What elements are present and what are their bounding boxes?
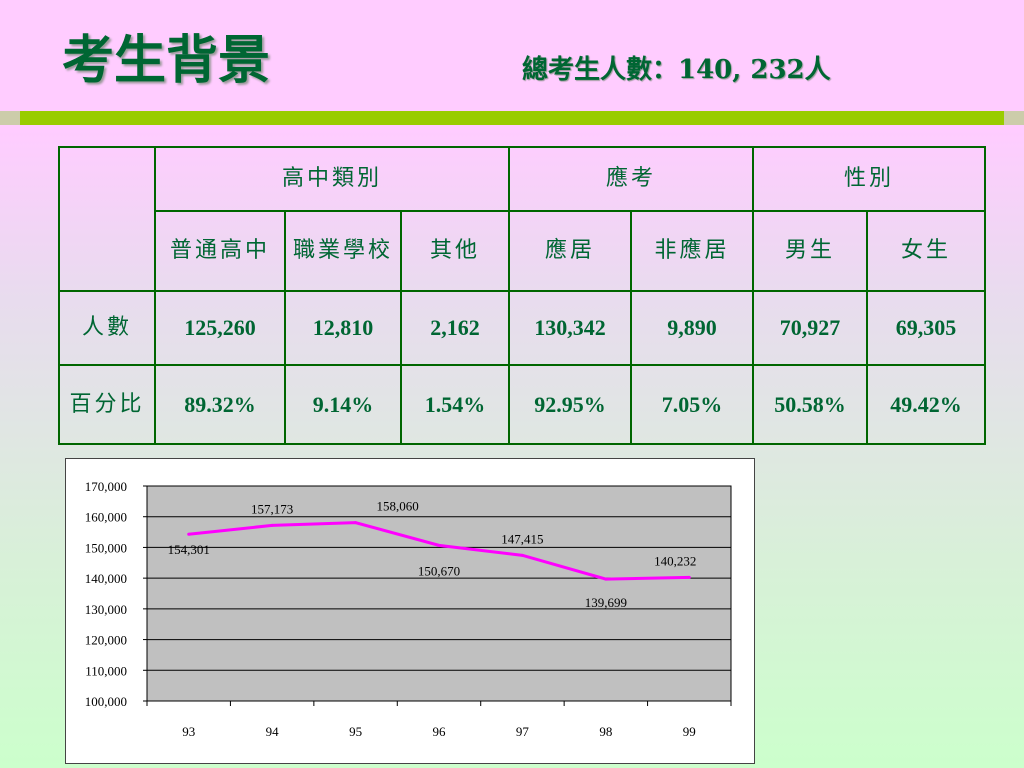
chart-container: 100,000 110,000 120,000 130,000 140,000 150,0… [65, 458, 755, 764]
subheader-cell: 男生 [752, 210, 869, 292]
x-tick-label: 99 [683, 724, 696, 739]
data-point [270, 523, 274, 527]
table-cell: 2,162 [399, 290, 511, 366]
data-point [520, 553, 524, 557]
data-point [604, 577, 608, 581]
table-cell: 12,810 [284, 290, 402, 366]
data-label: 157,173 [251, 501, 293, 516]
data-point [437, 543, 441, 547]
data-label: 158,060 [376, 499, 418, 514]
corner-cell [58, 146, 156, 292]
data-label: 147,415 [501, 531, 543, 546]
data-point [354, 521, 358, 525]
x-tick-label: 93 [182, 724, 195, 739]
y-tick-label: 100,000 [85, 694, 127, 709]
data-label: 140,232 [654, 553, 696, 568]
line-chart: 100,000 110,000 120,000 130,000 140,000 150,0… [85, 479, 732, 739]
table-subheader-row: 普通高中 職業學校 其他 應居 非應居 男生 女生 [59, 210, 987, 292]
divider-bar [20, 111, 1004, 125]
data-label: 150,670 [418, 563, 460, 578]
data-point [687, 575, 691, 579]
table-cell: 1.54% [399, 364, 511, 445]
table-cell: 130,342 [508, 290, 633, 366]
table-row: 百分比 89.32% 9.14% 1.54% 92.95% 7.05% 50.5… [58, 364, 987, 445]
subheader-cell: 應居 [508, 210, 633, 292]
data-label: 154,301 [168, 542, 210, 557]
row-label: 百分比 [58, 364, 156, 445]
y-tick-label: 170,000 [85, 479, 127, 494]
table-cell: 70,927 [752, 290, 869, 366]
x-tick-label: 95 [349, 724, 362, 739]
table-row: 人數 125,260 12,810 2,162 130,342 9,890 70… [58, 290, 987, 366]
y-tick-label: 140,000 [85, 571, 127, 586]
y-tick-label: 160,000 [85, 510, 127, 525]
table-cell: 69,305 [866, 290, 987, 366]
y-tick-label: 130,000 [85, 602, 127, 617]
total-candidates: 總考生人數：140, 232人 [522, 55, 831, 85]
subheader-cell: 非應居 [630, 210, 755, 292]
x-tick-label: 98 [599, 724, 612, 739]
x-tick-label: 94 [266, 724, 280, 739]
table-cell: 49.42% [866, 364, 987, 445]
group-header-gender: 性別 [752, 146, 987, 212]
y-tick-label: 110,000 [85, 663, 127, 678]
group-header-school-type: 高中類別 [153, 146, 511, 212]
table-cell: 9.14% [284, 364, 402, 445]
page-title: 考生背景 [62, 30, 271, 91]
data-label: 139,699 [585, 595, 627, 610]
group-header-exam: 應考 [508, 146, 755, 212]
table-cell: 9,890 [630, 290, 755, 366]
row-label: 人數 [58, 290, 156, 366]
table-cell: 50.58% [752, 364, 869, 445]
x-tick-label: 97 [516, 724, 530, 739]
subheader-cell: 職業學校 [284, 210, 402, 292]
y-tick-label: 120,000 [85, 633, 127, 648]
plot-area [146, 485, 732, 702]
table-cell: 7.05% [630, 364, 755, 445]
table-cell: 92.95% [508, 364, 633, 445]
y-tick-label: 150,000 [85, 540, 127, 555]
table-header-row: 高中類別 應考 性別 [58, 146, 987, 292]
stats-table: 高中類別 應考 性別 普通高中 職業學校 其他 應居 非應居 男生 女生 人數 … [58, 146, 987, 445]
subheader-cell: 女生 [866, 210, 987, 292]
subheader-cell: 其他 [399, 210, 511, 292]
x-tick-label: 96 [433, 724, 447, 739]
subheader-cell: 普通高中 [154, 210, 286, 292]
data-point [187, 532, 191, 536]
table-cell: 125,260 [154, 290, 286, 366]
table-cell: 89.32% [154, 364, 286, 445]
